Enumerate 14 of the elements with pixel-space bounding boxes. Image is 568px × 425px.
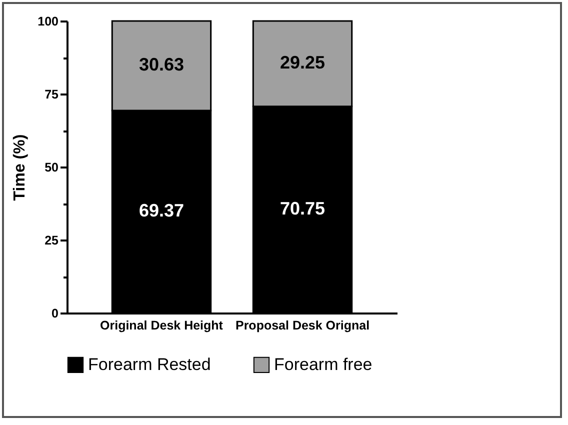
y-tick-label: 100 <box>38 14 59 28</box>
legend-label: Forearm Rested <box>88 354 211 374</box>
x-tick-label: Original Desk Height <box>100 318 224 332</box>
legend-label: Forearm free <box>274 354 372 374</box>
data-label: 30.63 <box>138 54 184 75</box>
y-tick-label: 75 <box>44 88 59 102</box>
data-label: 29.25 <box>280 52 326 73</box>
y-tick-label: 50 <box>44 160 59 174</box>
x-tick-label: Proposal Desk Orignal <box>235 318 370 332</box>
y-tick-label: 25 <box>44 234 59 248</box>
data-label: 70.75 <box>280 198 326 219</box>
y-tick-label: 0 <box>52 306 59 320</box>
data-label: 69.37 <box>138 200 184 221</box>
y-axis-title: Time (%) <box>12 134 29 201</box>
